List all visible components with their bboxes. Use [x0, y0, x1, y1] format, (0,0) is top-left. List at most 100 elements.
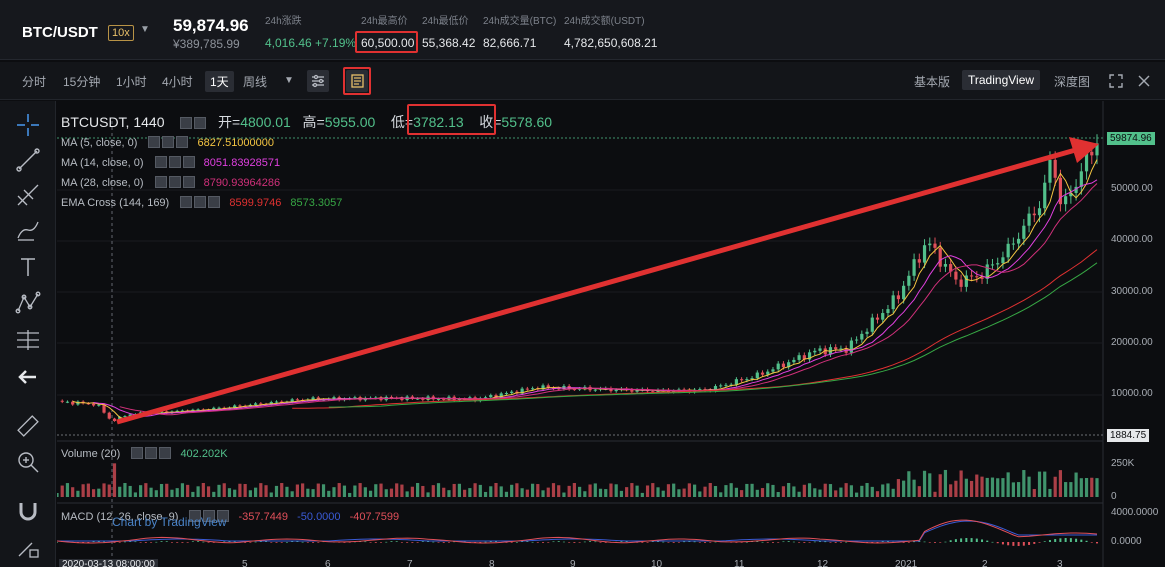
pair-caret-icon[interactable]: ▼	[140, 24, 150, 35]
candle-body	[1017, 238, 1021, 244]
eye-icon[interactable]	[189, 510, 202, 522]
candle-body	[907, 275, 911, 286]
eye-icon[interactable]	[180, 196, 193, 208]
volume-bar	[1011, 482, 1015, 497]
volume-bar	[520, 488, 524, 497]
ruler-icon[interactable]	[14, 412, 42, 440]
zoom-in-icon[interactable]	[14, 448, 42, 476]
gear-icon[interactable]	[194, 117, 207, 129]
tradingview-credit[interactable]: Chart by TradingView	[112, 515, 227, 529]
remove-icon[interactable]	[176, 136, 189, 148]
candle-body	[180, 410, 185, 412]
view-basic[interactable]: 基本版	[914, 75, 951, 89]
tf-4h[interactable]: 4小时	[162, 75, 193, 89]
eye-icon[interactable]	[180, 117, 193, 129]
volume-bar	[881, 484, 885, 497]
volume-bar	[81, 484, 85, 497]
macd-histogram-bar	[1017, 542, 1020, 546]
volume-bar	[374, 484, 378, 497]
tf-1h[interactable]: 1小时	[116, 75, 147, 89]
text-icon[interactable]	[14, 253, 42, 281]
remove-icon[interactable]	[159, 447, 172, 459]
lock-pencil-icon[interactable]	[14, 533, 42, 561]
volume-bar	[583, 491, 587, 497]
highlight-box	[343, 67, 371, 95]
candle-body	[196, 409, 200, 411]
candle-body	[593, 389, 597, 391]
gear-icon[interactable]	[194, 196, 207, 208]
brush-icon[interactable]	[14, 216, 42, 244]
chart-properties-icon[interactable]	[346, 70, 368, 92]
macd-histogram-bar	[1064, 538, 1067, 542]
macd-histogram-bar	[453, 541, 456, 543]
eye-icon[interactable]	[154, 176, 167, 188]
macd-histogram-bar	[913, 541, 916, 543]
macd-histogram-bar	[792, 541, 795, 543]
open-value: 4800.01	[240, 114, 291, 130]
crosshair-icon[interactable]	[14, 111, 42, 139]
candle-body	[834, 347, 838, 350]
tradingview-chart[interactable]: BTCUSDT, 1440 开=4800.01 高=5955.00 低=3782…	[57, 101, 1165, 567]
candle-body	[499, 393, 503, 398]
pattern-icon[interactable]	[14, 289, 42, 317]
volume-bar	[546, 487, 550, 497]
macd-histogram-bar	[756, 541, 759, 542]
remove-icon[interactable]	[208, 196, 221, 208]
gear-icon[interactable]	[162, 136, 175, 148]
macd-histogram-bar	[819, 541, 822, 542]
eye-icon[interactable]	[148, 136, 161, 148]
volume-bar	[870, 486, 874, 497]
view-depth[interactable]: 深度图	[1054, 75, 1091, 89]
gear-icon[interactable]	[145, 447, 158, 459]
measure-icon[interactable]	[14, 326, 42, 354]
pair-name[interactable]: BTC/USDT	[22, 24, 98, 41]
legend-volume: Volume (20) 402.202K	[61, 447, 228, 460]
volume-bar	[384, 489, 388, 497]
macd-histogram-bar	[87, 542, 90, 543]
volume-bar	[928, 473, 932, 497]
tf-realtime[interactable]: 分时	[22, 75, 47, 89]
macd-histogram-bar	[777, 542, 780, 543]
volume-bar	[625, 487, 629, 497]
gear-icon[interactable]	[168, 156, 181, 168]
back-arrow-icon[interactable]	[14, 363, 42, 391]
volume-bar	[766, 483, 770, 497]
macd-histogram-bar	[249, 542, 252, 543]
volume-bar	[630, 483, 634, 497]
tf-weekly[interactable]: 周线	[243, 75, 268, 89]
tf-1d[interactable]: 1天	[205, 71, 234, 92]
candle-body	[520, 388, 524, 394]
macd-histogram-bar	[599, 542, 602, 543]
macd-histogram-bar	[928, 542, 931, 543]
chart-canvas[interactable]	[57, 101, 1165, 567]
volume-bar	[483, 491, 488, 497]
candle-body	[813, 350, 817, 353]
indicator-settings-icon[interactable]	[307, 70, 329, 92]
eye-icon[interactable]	[154, 156, 167, 168]
remove-icon[interactable]	[182, 156, 195, 168]
gear-icon[interactable]	[203, 510, 216, 522]
volume-bar	[337, 483, 341, 497]
volume-bar	[311, 489, 315, 497]
view-tradingview[interactable]: TradingView	[962, 70, 1041, 90]
trendline-icon[interactable]	[14, 146, 42, 174]
fullscreen-icon[interactable]	[1105, 70, 1127, 92]
fib-icon[interactable]	[14, 181, 42, 209]
legend-macd: MACD (12, 26, close, 9) -357.7449 -50.00…	[61, 510, 399, 523]
macd-histogram-bar	[395, 541, 398, 542]
volume-bar	[201, 483, 205, 497]
volume-bar	[510, 484, 514, 497]
macd-histogram-bar	[547, 542, 550, 543]
remove-icon[interactable]	[182, 176, 195, 188]
macd-histogram-bar	[312, 542, 315, 543]
macd-histogram-bar	[207, 542, 210, 543]
gear-icon[interactable]	[168, 176, 181, 188]
eye-icon[interactable]	[131, 447, 144, 459]
caret-down-icon[interactable]: ▼	[284, 75, 294, 86]
close-icon[interactable]	[1133, 70, 1155, 92]
tf-15m[interactable]: 15分钟	[63, 75, 101, 89]
candle-body	[389, 396, 394, 398]
magnet-icon[interactable]	[14, 497, 42, 525]
macd-histogram-bar	[406, 542, 409, 543]
macd-histogram-bar	[704, 542, 707, 543]
